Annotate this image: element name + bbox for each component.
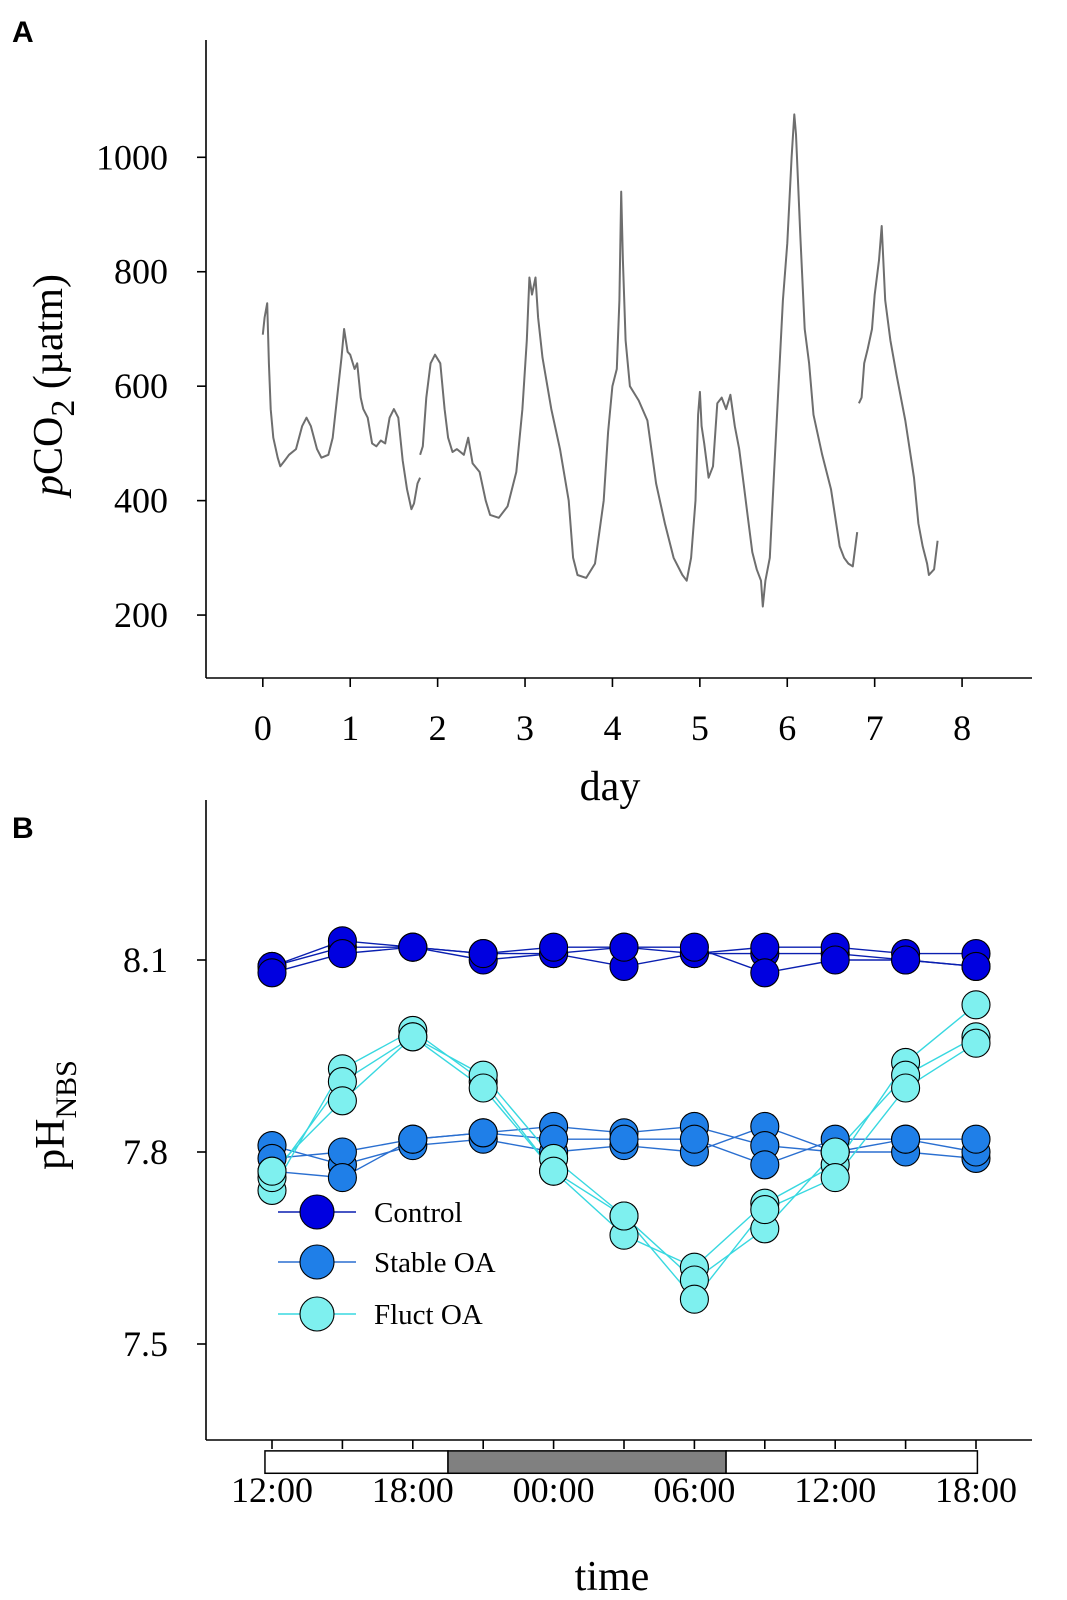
a-y-axis-title: pCO2 (µatm) (26, 274, 82, 499)
a-x-tick-label: 7 (866, 708, 884, 748)
a-x-axis-title: day (580, 764, 641, 810)
legend-label: Control (374, 1197, 463, 1229)
ph-data-point (468, 1118, 498, 1148)
ph-data-point (820, 1163, 850, 1193)
ph-data-point (398, 1124, 428, 1154)
a-x-tick-label: 4 (603, 708, 621, 748)
ph-data-point (961, 1028, 991, 1058)
panel-b: B 7.5 7.8 8.1 12:00 18:00 00:00 06:00 12:00 18:… (12, 800, 1032, 1600)
ph-data-point (257, 958, 287, 988)
ph-data-point (750, 932, 780, 962)
ph-data-point (327, 1137, 357, 1167)
a-ylabel-sub: 2 (45, 400, 82, 417)
ph-data-point (961, 990, 991, 1020)
b-x-ticks: 12:00 18:00 00:00 06:00 12:00 18:00 (231, 1440, 1017, 1510)
b-series-points (257, 926, 991, 1314)
ph-data-point (609, 1124, 639, 1154)
ph-data-point (539, 932, 569, 962)
legend-label: Fluct OA (374, 1299, 483, 1331)
ph-data-point (679, 1124, 709, 1154)
ph-data-point (820, 1137, 850, 1167)
pco2-series-line (261, 302, 422, 511)
a-y-tick-label: 400 (114, 481, 168, 521)
ph-data-point (679, 1284, 709, 1314)
ph-data-point (750, 958, 780, 988)
ph-data-point (327, 1163, 357, 1193)
light-dark-bar (264, 1450, 979, 1475)
a-series (261, 113, 939, 608)
a-x-tick-label: 3 (516, 708, 534, 748)
ph-data-point (820, 945, 850, 975)
b-x-tick-label: 18:00 (935, 1470, 1017, 1510)
b-ylabel-sub: NBS (50, 1060, 83, 1118)
legend-marker (299, 1296, 335, 1332)
b-x-tick-label: 12:00 (794, 1470, 876, 1510)
ph-data-point (750, 1150, 780, 1180)
legend-marker (299, 1244, 335, 1280)
b-x-tick-label: 00:00 (513, 1470, 595, 1510)
a-x-ticks: 0 1 2 3 4 5 6 7 8 (254, 678, 971, 748)
a-ylabel-unit: (µatm) (26, 274, 72, 400)
b-ylabel-main: pH (28, 1119, 74, 1170)
ph-data-point (398, 1022, 428, 1052)
a-ylabel-italic: p (26, 475, 72, 499)
a-x-tick-label: 5 (691, 708, 709, 748)
light-period-bar (725, 1450, 979, 1475)
ph-data-point (891, 1073, 921, 1103)
b-y-tick-label: 7.8 (123, 1132, 168, 1172)
ph-data-point (961, 951, 991, 981)
ph-data-point (609, 1201, 639, 1231)
ph-data-point (891, 945, 921, 975)
ph-data-point (257, 1156, 287, 1186)
b-x-tick-label: 18:00 (372, 1470, 454, 1510)
b-x-axis-title: time (575, 1554, 650, 1600)
ph-data-point (468, 939, 498, 969)
ph-data-point (327, 1086, 357, 1116)
b-x-tick-label: 06:00 (653, 1470, 735, 1510)
ph-data-point (609, 932, 639, 962)
dark-period-bar (447, 1450, 727, 1475)
legend-label: Stable OA (374, 1247, 496, 1279)
b-y-axis-title: pHNBS (28, 1060, 83, 1170)
pco2-series-line (419, 113, 859, 608)
a-x-tick-label: 1 (341, 708, 359, 748)
a-x-tick-label: 0 (254, 708, 272, 748)
panel-a-label: A (12, 16, 34, 49)
a-y-ticks: 200 400 600 800 1000 (96, 137, 206, 635)
a-x-tick-label: 6 (778, 708, 796, 748)
legend-marker (299, 1194, 335, 1230)
a-y-tick-label: 600 (114, 366, 168, 406)
a-x-tick-label: 8 (953, 708, 971, 748)
pco2-series-line (857, 225, 939, 576)
b-y-tick-label: 8.1 (123, 940, 168, 980)
ph-data-point (468, 1073, 498, 1103)
ph-data-point (398, 932, 428, 962)
b-x-tick-label: 12:00 (231, 1470, 313, 1510)
ph-data-point (961, 1124, 991, 1154)
light-period-bar (264, 1450, 449, 1475)
ph-data-point (679, 932, 709, 962)
ph-data-point (891, 1124, 921, 1154)
panel-b-label: B (12, 812, 34, 845)
a-x-tick-label: 2 (429, 708, 447, 748)
a-y-tick-label: 1000 (96, 137, 168, 177)
a-y-tick-label: 200 (114, 595, 168, 635)
a-y-tick-label: 800 (114, 252, 168, 292)
b-y-ticks: 7.5 7.8 8.1 (123, 940, 206, 1364)
ph-data-point (327, 939, 357, 969)
ph-data-point (539, 1156, 569, 1186)
ph-data-point (750, 1195, 780, 1225)
legend: Control Stable OA Fluct OA (278, 1194, 496, 1332)
b-y-tick-label: 7.5 (123, 1324, 168, 1364)
a-ylabel-main: CO (26, 417, 72, 475)
